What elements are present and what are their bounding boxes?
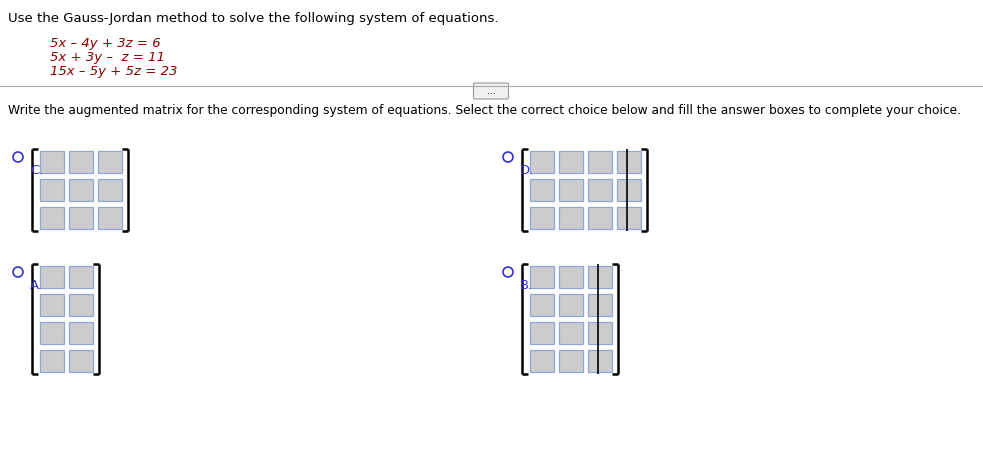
- Bar: [40, 266, 64, 288]
- Text: Write the augmented matrix for the corresponding system of equations. Select the: Write the augmented matrix for the corre…: [8, 104, 961, 117]
- Bar: [69, 350, 93, 372]
- Bar: [559, 322, 583, 344]
- Bar: [559, 294, 583, 316]
- Text: Use the Gauss-Jordan method to solve the following system of equations.: Use the Gauss-Jordan method to solve the…: [8, 12, 498, 25]
- Bar: [530, 207, 554, 229]
- Bar: [617, 179, 641, 201]
- Bar: [530, 179, 554, 201]
- Bar: [559, 350, 583, 372]
- Bar: [588, 266, 612, 288]
- Text: B.: B.: [520, 279, 533, 292]
- Bar: [530, 266, 554, 288]
- Text: 5x + 3y –  z = 11: 5x + 3y – z = 11: [50, 51, 165, 64]
- Bar: [40, 207, 64, 229]
- Bar: [69, 207, 93, 229]
- Bar: [588, 322, 612, 344]
- Bar: [588, 207, 612, 229]
- Bar: [40, 350, 64, 372]
- Bar: [98, 179, 122, 201]
- Text: C.: C.: [30, 164, 43, 177]
- Text: ...: ...: [487, 86, 495, 95]
- Bar: [69, 151, 93, 173]
- Bar: [530, 350, 554, 372]
- Bar: [617, 207, 641, 229]
- Bar: [588, 151, 612, 173]
- Bar: [98, 207, 122, 229]
- Bar: [69, 266, 93, 288]
- Bar: [69, 294, 93, 316]
- Text: A.: A.: [30, 279, 43, 292]
- Bar: [559, 179, 583, 201]
- Bar: [588, 179, 612, 201]
- Bar: [559, 151, 583, 173]
- Bar: [559, 207, 583, 229]
- Bar: [98, 151, 122, 173]
- Bar: [530, 151, 554, 173]
- Bar: [617, 151, 641, 173]
- Bar: [530, 322, 554, 344]
- Text: 15x – 5y + 5z = 23: 15x – 5y + 5z = 23: [50, 65, 177, 78]
- Bar: [69, 179, 93, 201]
- Text: D.: D.: [520, 164, 534, 177]
- Bar: [40, 151, 64, 173]
- Bar: [69, 322, 93, 344]
- FancyBboxPatch shape: [474, 83, 508, 99]
- Bar: [40, 322, 64, 344]
- Bar: [530, 294, 554, 316]
- Text: 5x – 4y + 3z = 6: 5x – 4y + 3z = 6: [50, 37, 160, 50]
- Bar: [40, 294, 64, 316]
- Bar: [559, 266, 583, 288]
- Bar: [40, 179, 64, 201]
- Bar: [588, 350, 612, 372]
- Bar: [588, 294, 612, 316]
